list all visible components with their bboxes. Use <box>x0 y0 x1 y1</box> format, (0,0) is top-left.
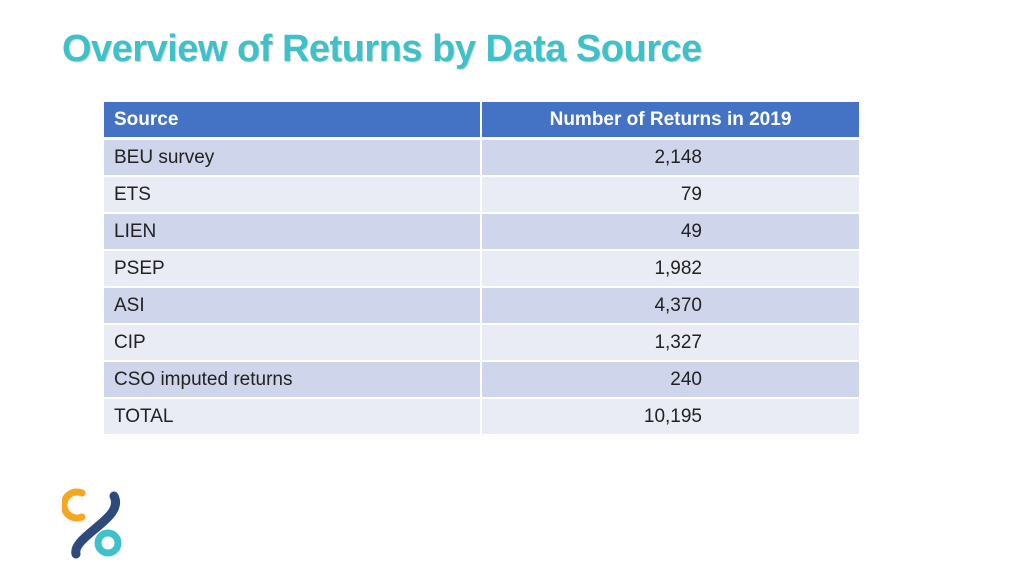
returns-cell-total: 10,195 <box>481 398 859 436</box>
table-row-total: TOTAL 10,195 <box>104 398 859 436</box>
source-cell: LIEN <box>104 213 482 251</box>
source-cell: CSO imputed returns <box>104 361 482 399</box>
table-row: CIP 1,327 <box>104 324 859 362</box>
header-number-of-returns: Number of Returns in 2019 <box>481 102 859 140</box>
table-row: ETS 79 <box>104 176 859 214</box>
source-cell: CIP <box>104 324 482 362</box>
source-cell-total: TOTAL <box>104 398 482 436</box>
header-source: Source <box>104 102 482 140</box>
table-header-row: Source Number of Returns in 2019 <box>104 102 859 140</box>
returns-cell: 1,327 <box>481 324 859 362</box>
returns-cell: 2,148 <box>481 138 859 177</box>
slide-title: Overview of Returns by Data Source <box>62 28 702 70</box>
returns-cell: 4,370 <box>481 287 859 325</box>
returns-cell: 1,982 <box>481 250 859 288</box>
source-cell: ETS <box>104 176 482 214</box>
returns-cell: 240 <box>481 361 859 399</box>
table-row: BEU survey 2,148 <box>104 138 859 177</box>
logo-teal-ring <box>94 529 122 557</box>
logo-navy-stroke <box>71 491 120 559</box>
logo-orange-arc <box>62 488 86 522</box>
returns-cell: 49 <box>481 213 859 251</box>
table-row: CSO imputed returns 240 <box>104 361 859 399</box>
source-cell: ASI <box>104 287 482 325</box>
table-row: PSEP 1,982 <box>104 250 859 288</box>
returns-cell: 79 <box>481 176 859 214</box>
source-cell: BEU survey <box>104 138 482 177</box>
table-row: LIEN 49 <box>104 213 859 251</box>
returns-table: Source Number of Returns in 2019 BEU sur… <box>104 102 859 436</box>
table-row: ASI 4,370 <box>104 287 859 325</box>
source-cell: PSEP <box>104 250 482 288</box>
cso-logo-icon <box>62 488 122 559</box>
